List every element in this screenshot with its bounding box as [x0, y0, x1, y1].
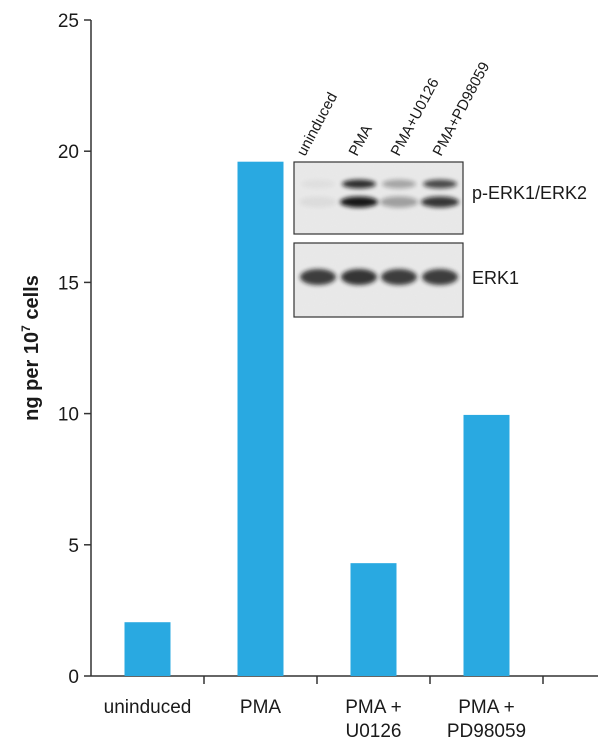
bar: [124, 622, 171, 676]
y-tick-label: 10: [58, 405, 79, 426]
y-axis: 0 5 10 15 20 25: [58, 11, 92, 688]
blot-lane-label: PMA: [346, 122, 376, 159]
bar: [463, 414, 510, 676]
blot-band: [299, 196, 337, 208]
y-tick-label: 15: [58, 273, 79, 294]
category-labels: uninduced PMA PMA + U0126 PMA + PD98059: [104, 697, 526, 742]
x-category-label: uninduced: [104, 697, 192, 718]
blot-band: [340, 196, 378, 208]
x-category-label: U0126: [346, 721, 402, 742]
blot-band: [341, 269, 377, 285]
blot-panel-label: p-ERK1/ERK2: [472, 183, 587, 203]
blot-band: [342, 179, 376, 189]
x-category-label: PMA +: [458, 697, 515, 718]
y-tick-label: 25: [58, 11, 79, 32]
x-category-label: PMA +: [345, 697, 402, 718]
bar: [350, 563, 397, 676]
blot-lane-label: uninduced: [294, 90, 342, 159]
blot-band: [301, 179, 335, 189]
bar: [237, 161, 284, 677]
x-axis: [91, 675, 598, 684]
blot-lane-label: PMA+PD98059: [430, 59, 494, 159]
y-axis-label-exponent: 7: [19, 325, 33, 332]
blot-panel-label: ERK1: [472, 268, 519, 288]
blot-band: [380, 196, 418, 208]
blot-band: [421, 196, 459, 208]
x-category-label: PD98059: [447, 721, 526, 742]
bars: [124, 161, 510, 677]
y-axis-label-main: ng per 10: [21, 332, 43, 421]
blot-band: [423, 179, 457, 189]
y-tick-label: 5: [68, 536, 79, 557]
y-axis-label-unit: cells: [21, 275, 43, 325]
blot-band: [382, 179, 416, 189]
x-category-label: PMA: [240, 697, 282, 718]
western-blot-inset: uninduced PMA PMA+U0126PMA+PD98059p-ERK1/E…: [293, 59, 587, 318]
y-tick-label: 0: [68, 667, 79, 688]
y-axis-label: ng per 107 cells: [19, 275, 43, 421]
blot-band: [381, 269, 417, 285]
blot-band: [422, 269, 458, 285]
blot-band: [300, 269, 336, 285]
y-tick-label: 20: [58, 142, 79, 163]
